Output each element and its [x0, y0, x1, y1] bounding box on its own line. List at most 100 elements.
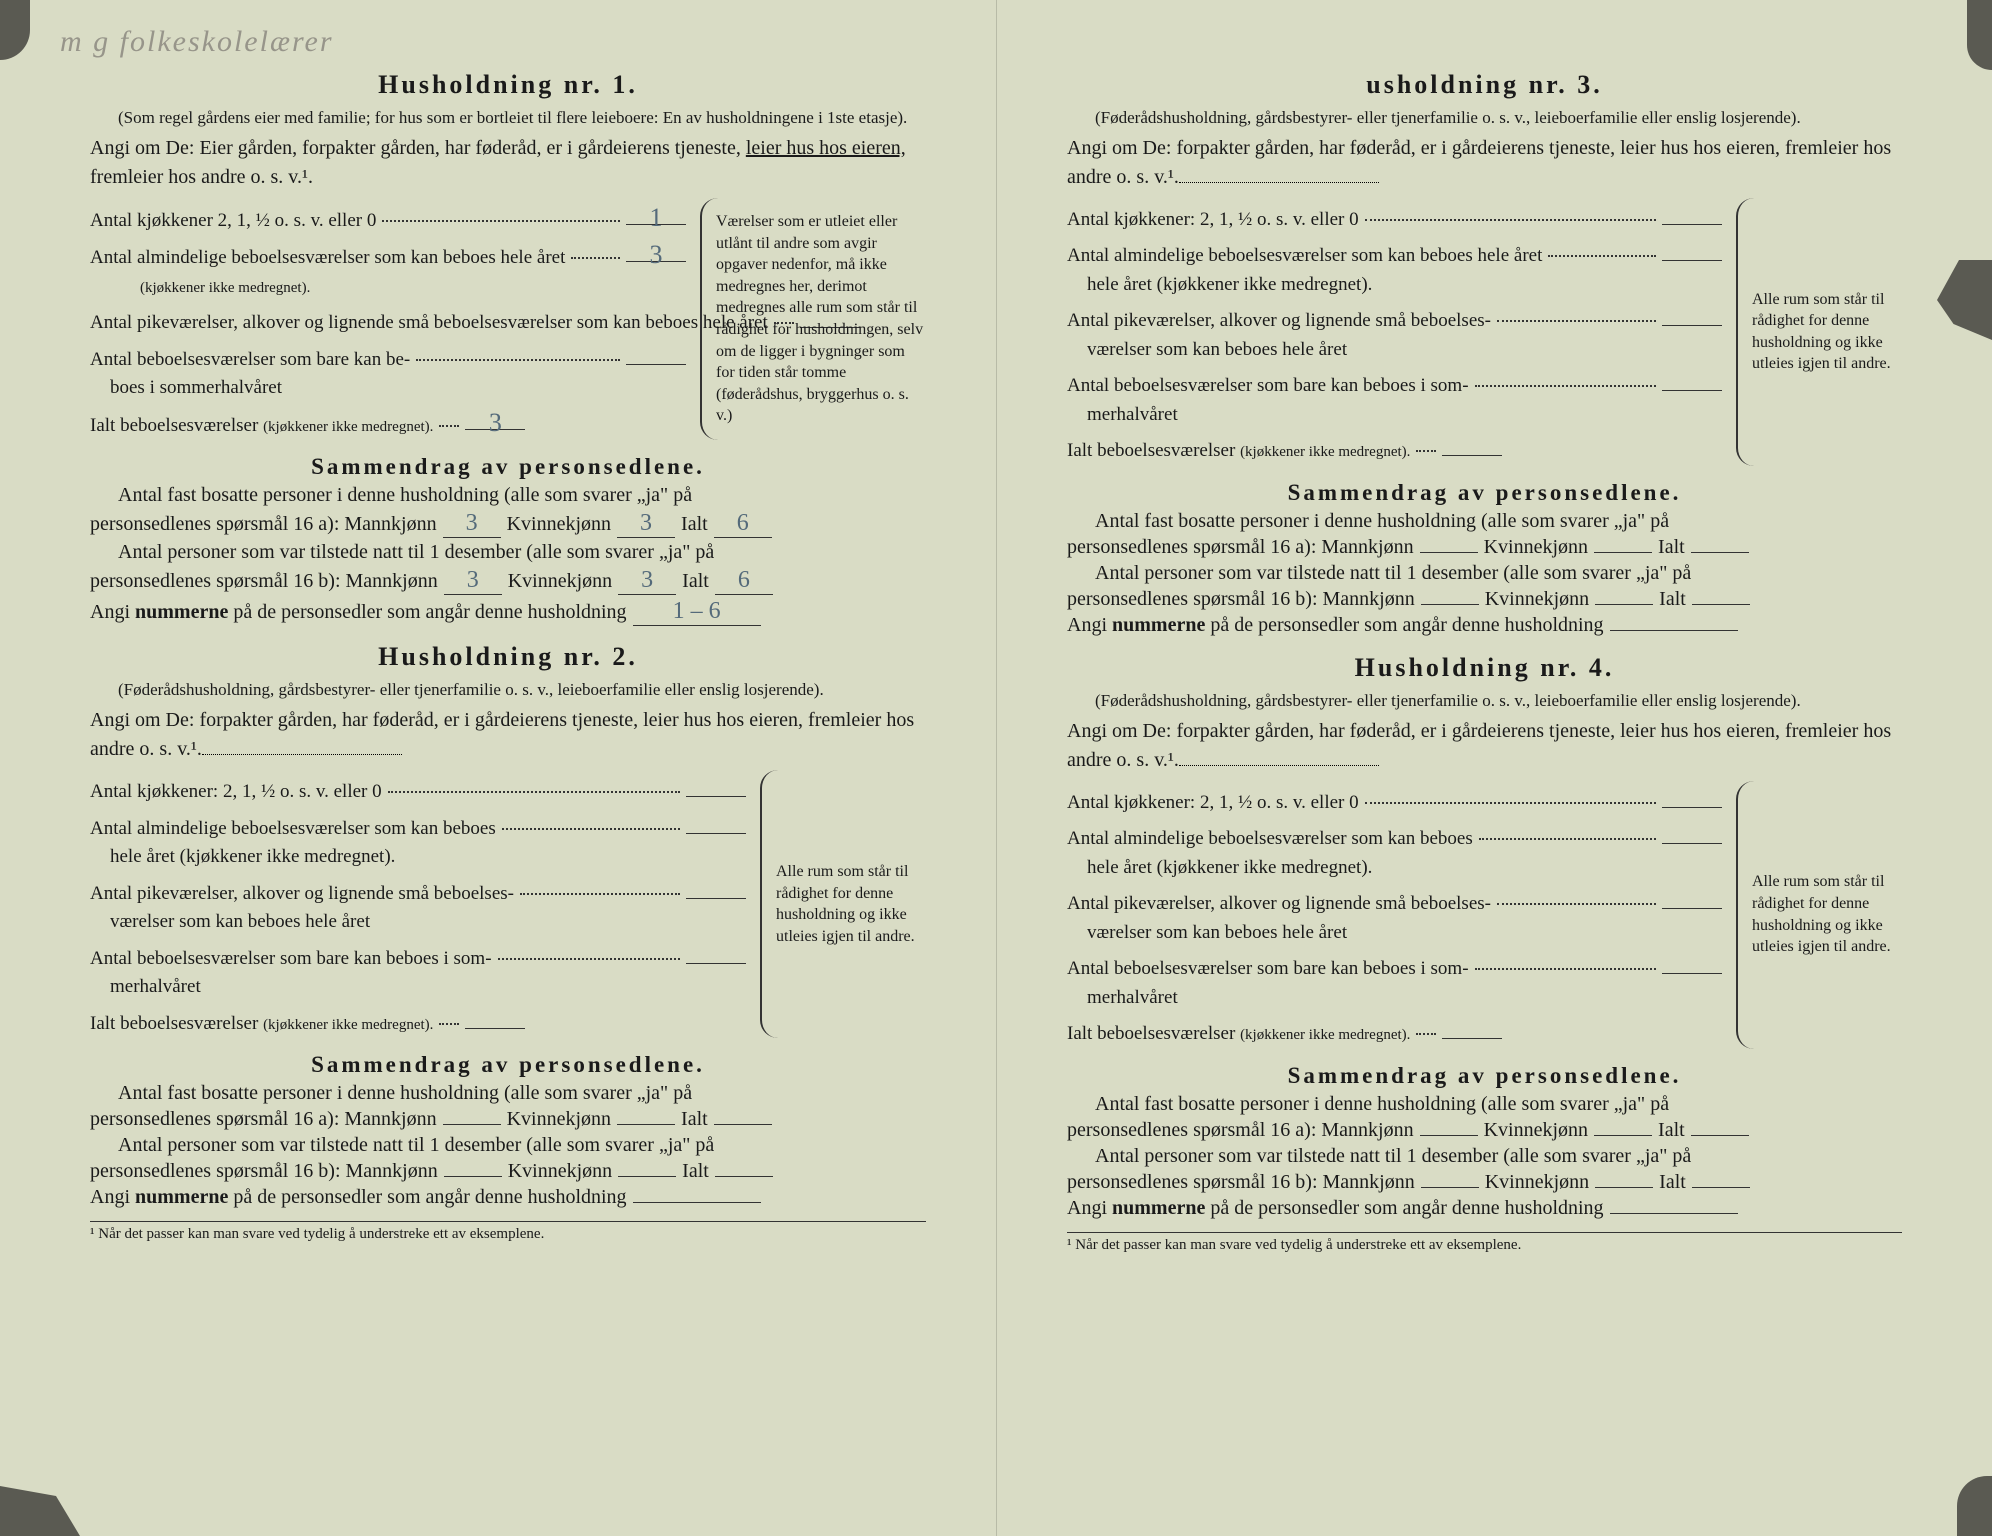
value	[618, 1176, 676, 1177]
row-maid: Antal pikeværelser, alkover og lignende …	[90, 872, 746, 937]
row-kitchens: Antal kjøkkener 2, 1, ½ o. s. v. eller 0…	[90, 198, 686, 236]
text: Antal personer som var tilstede natt til…	[90, 541, 714, 564]
label: Angi om De:	[90, 709, 194, 731]
row-total: Ialt beboelsesværelser (kjøkkener ikke m…	[90, 403, 686, 441]
label: personsedlenes spørsmål 16 a): Mannkjønn	[1067, 1119, 1414, 1142]
row-ordinary: Antal almindelige beboelsesværelser som …	[1067, 234, 1722, 299]
value	[714, 1124, 772, 1125]
row-ordinary: Antal almindelige beboelsesværelser som …	[1067, 817, 1722, 882]
label: Angi nummerne på de personsedler som ang…	[90, 1186, 627, 1209]
brace-note: Værelser som er utleiet eller utlånt til…	[700, 198, 926, 441]
label: Kvinnekjønn	[507, 1108, 611, 1131]
section-note: (Føderådshusholdning, gårdsbestyrer- ell…	[90, 678, 926, 702]
text: Antal fast bosatte personer i denne hush…	[1067, 1093, 1669, 1116]
label: Angi om De:	[1067, 137, 1171, 159]
summary-line: personsedlenes spørsmål 16 b): Mannkjønn…	[1067, 1171, 1902, 1194]
label: Antal pikeværelser, alkover og lignende …	[90, 309, 768, 338]
value	[686, 770, 746, 797]
summary-line: personsedlenes spørsmål 16 a): Mannkjønn…	[1067, 536, 1902, 559]
label: Antal beboelsesværelser som bare kan beb…	[1067, 955, 1469, 1012]
value	[1421, 604, 1479, 605]
summary-line: personsedlenes spørsmål 16 b): Mannkjønn…	[1067, 588, 1902, 611]
value: 3	[626, 235, 686, 262]
summary-line: Antal personer som var tilstede natt til…	[90, 541, 926, 564]
right-page: usholdning nr. 3. (Føderådshusholdning, …	[996, 0, 1992, 1536]
text: Antal personer som var tilstede natt til…	[90, 1134, 714, 1157]
value	[1662, 947, 1722, 974]
summary-line: Antal personer som var tilstede natt til…	[90, 1134, 926, 1157]
label: personsedlenes spørsmål 16 b): Mannkjønn	[90, 1160, 438, 1183]
value	[1662, 299, 1722, 326]
rooms-block: Antal kjøkkener: 2, 1, ½ o. s. v. eller …	[1067, 198, 1902, 466]
label: Angi om De:	[90, 137, 194, 159]
value: 3	[618, 567, 676, 595]
label: Ialt beboelsesværelser (kjøkkener ikke m…	[1067, 437, 1410, 466]
label: Antal almindelige beboelsesværelser som …	[1067, 825, 1473, 882]
value	[1662, 882, 1722, 909]
section-title: Husholdning nr. 4.	[1067, 653, 1902, 683]
label: personsedlenes spørsmål 16 b): Mannkjønn	[1067, 1171, 1415, 1194]
row-ordinary: Antal almindelige beboelsesværelser som …	[90, 235, 686, 301]
value	[1594, 552, 1652, 553]
summary-line: personsedlenes spørsmål 16 a): Mannkjønn…	[90, 510, 926, 538]
label: Antal almindelige beboelsesværelser som …	[90, 815, 496, 872]
label: Antal beboelsesværelser som bare kan be-…	[90, 346, 410, 403]
text: Eier gården, forpakter gården, har føder…	[90, 137, 906, 188]
summary-line: Antal fast bosatte personer i denne hush…	[90, 1082, 926, 1105]
label: Ialt beboelsesværelser (kjøkkener ikke m…	[90, 412, 433, 441]
value: 3	[617, 510, 675, 538]
label: Angi nummerne på de personsedler som ang…	[1067, 1197, 1604, 1220]
angi-line: Angi om De: Eier gården, forpakter gårde…	[90, 134, 926, 192]
value	[626, 338, 686, 365]
brace-note: Alle rum som står til rådighet for denne…	[1736, 781, 1902, 1049]
document-spread: m g folkeskolelærer Husholdning nr. 1. (…	[0, 0, 1992, 1536]
row-summer: Antal beboelsesværelser som bare kan be-…	[90, 338, 686, 403]
section-note: (Føderådshusholdning, gårdsbestyrer- ell…	[1067, 689, 1902, 713]
label: Antal kjøkkener: 2, 1, ½ o. s. v. eller …	[90, 778, 382, 807]
summary-line: Antal fast bosatte personer i denne hush…	[1067, 1093, 1902, 1116]
summary-line: Angi nummerne på de personsedler som ang…	[90, 598, 926, 626]
value	[1691, 552, 1749, 553]
label: personsedlenes spørsmål 16 a): Mannkjønn	[1067, 536, 1414, 559]
row-maid: Antal pikeværelser, alkover og lignende …	[1067, 299, 1722, 364]
value	[1691, 1135, 1749, 1136]
label: Kvinnekjønn	[1485, 588, 1589, 611]
value: 3	[443, 510, 501, 538]
value: 1	[626, 198, 686, 225]
angi-line: Angi om De: forpakter gården, har føderå…	[1067, 717, 1902, 775]
label: Ialt	[682, 570, 709, 593]
value	[1420, 552, 1478, 553]
value	[444, 1176, 502, 1177]
paper-tear	[1937, 260, 1992, 340]
summary-line: personsedlenes spørsmål 16 a): Mannkjønn…	[1067, 1119, 1902, 1142]
label: Ialt	[682, 1160, 709, 1183]
brace-note: Alle rum som står til rådighet for denne…	[760, 770, 926, 1038]
summary-line: Antal fast bosatte personer i denne hush…	[1067, 510, 1902, 533]
row-total: Ialt beboelsesværelser (kjøkkener ikke m…	[90, 1002, 746, 1039]
label: Kvinnekjønn	[1484, 1119, 1588, 1142]
section-note: (Som regel gårdens eier med familie; for…	[90, 106, 926, 130]
label: Ialt beboelsesværelser (kjøkkener ikke m…	[1067, 1020, 1410, 1049]
row-kitchens: Antal kjøkkener: 2, 1, ½ o. s. v. eller …	[90, 770, 746, 807]
value	[1662, 817, 1722, 844]
value	[1662, 364, 1722, 391]
label: Kvinnekjønn	[1485, 1171, 1589, 1194]
value	[1595, 604, 1653, 605]
value	[1594, 1135, 1652, 1136]
text: Antal personer som var tilstede natt til…	[1067, 562, 1691, 585]
value	[686, 807, 746, 834]
summary-line: Angi nummerne på de personsedler som ang…	[1067, 1197, 1902, 1220]
value	[1442, 1012, 1502, 1039]
label: Antal kjøkkener: 2, 1, ½ o. s. v. eller …	[1067, 206, 1359, 235]
value: 6	[714, 510, 772, 538]
left-page: m g folkeskolelærer Husholdning nr. 1. (…	[0, 0, 996, 1536]
summary-line: Antal personer som var tilstede natt til…	[1067, 1145, 1902, 1168]
summary-line: personsedlenes spørsmål 16 b): Mannkjønn…	[90, 1160, 926, 1183]
angi-line: Angi om De: forpakter gården, har føderå…	[1067, 134, 1902, 192]
label: Antal kjøkkener: 2, 1, ½ o. s. v. eller …	[1067, 789, 1359, 818]
summary-title: Sammendrag av personsedlene.	[90, 1052, 926, 1078]
value	[686, 937, 746, 964]
summary-title: Sammendrag av personsedlene.	[90, 454, 926, 480]
label: Kvinnekjønn	[508, 570, 612, 593]
label: Antal pikeværelser, alkover og lignende …	[1067, 890, 1491, 947]
